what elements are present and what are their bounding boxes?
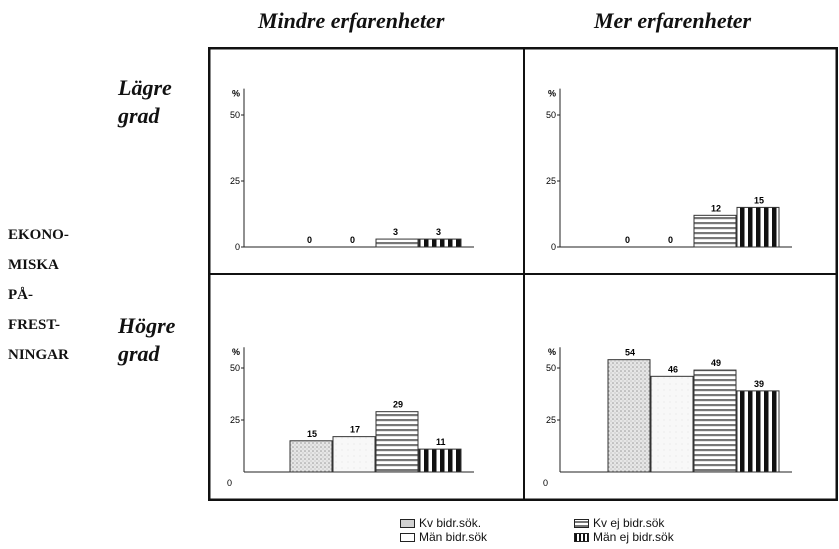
y-tick-label: 0 xyxy=(543,478,548,488)
bar-kv-ej-bidr xyxy=(693,214,737,248)
bar-kv-ej-bidr xyxy=(375,238,419,248)
bar-value-label: 39 xyxy=(754,379,764,389)
bar-value-label: 49 xyxy=(711,358,721,368)
row-heading-lower-line1: Lägre xyxy=(118,75,172,100)
legend-swatch-vertical-stripes xyxy=(574,532,589,542)
y-tick-label: 50 xyxy=(230,110,240,120)
bar-value-label: 3 xyxy=(393,227,398,237)
column-heading-more-experience: Mer erfarenheter xyxy=(594,8,752,33)
side-label-line: PÅ- xyxy=(8,287,33,303)
bar-value-label: 15 xyxy=(307,429,317,439)
bar-panel-1: % 0 25 50 0 0 3 3 xyxy=(230,88,474,252)
bar-value-label: 54 xyxy=(625,348,635,358)
bar-value-label: 3 xyxy=(436,227,441,237)
legend-right: Kv ej bidr.sök Män ej bidr.sök xyxy=(574,516,674,544)
legend-item-kv-ej-bidr: Kv ej bidr.sök xyxy=(574,516,674,530)
bar-value-label: 0 xyxy=(307,235,312,245)
bar-value-label: 12 xyxy=(711,203,721,213)
side-label-line: EKONO- xyxy=(8,227,69,243)
row-heading-higher-degree: Högre grad xyxy=(118,312,175,368)
side-label-economic-strain: EKONO- MISKA PÅ- FREST- NINGAR xyxy=(8,220,69,370)
side-label-line: MISKA xyxy=(8,257,59,273)
bar-man-ej-bidr xyxy=(736,390,780,473)
legend-swatch-horizontal-stripes xyxy=(574,518,589,528)
bar-value-label: 46 xyxy=(668,364,678,374)
y-axis-label: % xyxy=(232,347,240,357)
bar-man-ej-bidr xyxy=(418,448,462,473)
y-tick-label: 25 xyxy=(546,415,556,425)
side-label-line: FREST- xyxy=(8,317,60,333)
side-label-line: NINGAR xyxy=(8,347,69,363)
legend-left: Kv bidr.sök. Män bidr.sök xyxy=(400,516,487,544)
legend-item-man-bidr: Män bidr.sök xyxy=(400,530,487,544)
y-tick-label: 50 xyxy=(546,363,556,373)
row-heading-higher-line2: grad xyxy=(118,341,160,366)
bar-value-label: 15 xyxy=(754,195,764,205)
bar-man-bidr xyxy=(650,375,694,473)
legend-label: Män bidr.sök xyxy=(419,530,488,544)
y-axis-label: % xyxy=(548,89,556,99)
row-heading-lower-line2: grad xyxy=(118,103,160,128)
bar-panel-2: % 0 25 50 0 0 12 15 xyxy=(546,88,792,252)
bar-man-bidr xyxy=(332,436,376,473)
y-tick-label: 25 xyxy=(546,176,556,186)
chart-grid: % 0 25 50 0 0 3 3% 0 25 50 0 0 12 15% 0 25 50 15 17 29 11% 0 25… xyxy=(208,47,838,501)
y-tick-label: 0 xyxy=(227,478,232,488)
bar-kv-ej-bidr xyxy=(375,411,419,473)
y-tick-label: 25 xyxy=(230,415,240,425)
bar-value-label: 0 xyxy=(625,235,630,245)
y-axis-label: % xyxy=(548,347,556,357)
y-tick-label: 0 xyxy=(235,242,240,252)
y-tick-label: 0 xyxy=(551,242,556,252)
bar-kv-bidr xyxy=(607,359,651,473)
row-heading-higher-line1: Högre xyxy=(118,313,176,338)
bar-value-label: 0 xyxy=(668,235,673,245)
y-tick-label: 50 xyxy=(230,363,240,373)
bar-value-label: 29 xyxy=(393,400,403,410)
y-axis-label: % xyxy=(232,89,240,99)
legend-label: Kv ej bidr.sök xyxy=(593,516,665,530)
y-tick-label: 50 xyxy=(546,110,556,120)
bar-value-label: 11 xyxy=(436,437,446,447)
y-tick-label: 25 xyxy=(230,176,240,186)
bar-man-ej-bidr xyxy=(736,206,780,248)
bar-panel-4: % 0 25 50 54 46 49 39 xyxy=(543,347,792,488)
bar-panel-3: % 0 25 50 15 17 29 11 xyxy=(227,347,474,488)
bar-kv-ej-bidr xyxy=(693,369,737,473)
legend-swatch-dotted xyxy=(400,518,415,528)
legend-label: Kv bidr.sök. xyxy=(419,516,482,530)
bar-man-ej-bidr xyxy=(418,238,462,248)
legend-item-man-ej-bidr: Män ej bidr.sök xyxy=(574,530,674,544)
bar-kv-bidr xyxy=(289,440,333,473)
bar-value-label: 17 xyxy=(350,425,360,435)
column-heading-less-experience: Mindre erfarenheter xyxy=(258,8,445,33)
legend-swatch-white xyxy=(400,532,415,542)
row-heading-lower-degree: Lägre grad xyxy=(118,74,172,130)
legend-label: Män ej bidr.sök xyxy=(593,530,674,544)
bar-value-label: 0 xyxy=(350,235,355,245)
legend-item-kv-bidr: Kv bidr.sök. xyxy=(400,516,487,530)
